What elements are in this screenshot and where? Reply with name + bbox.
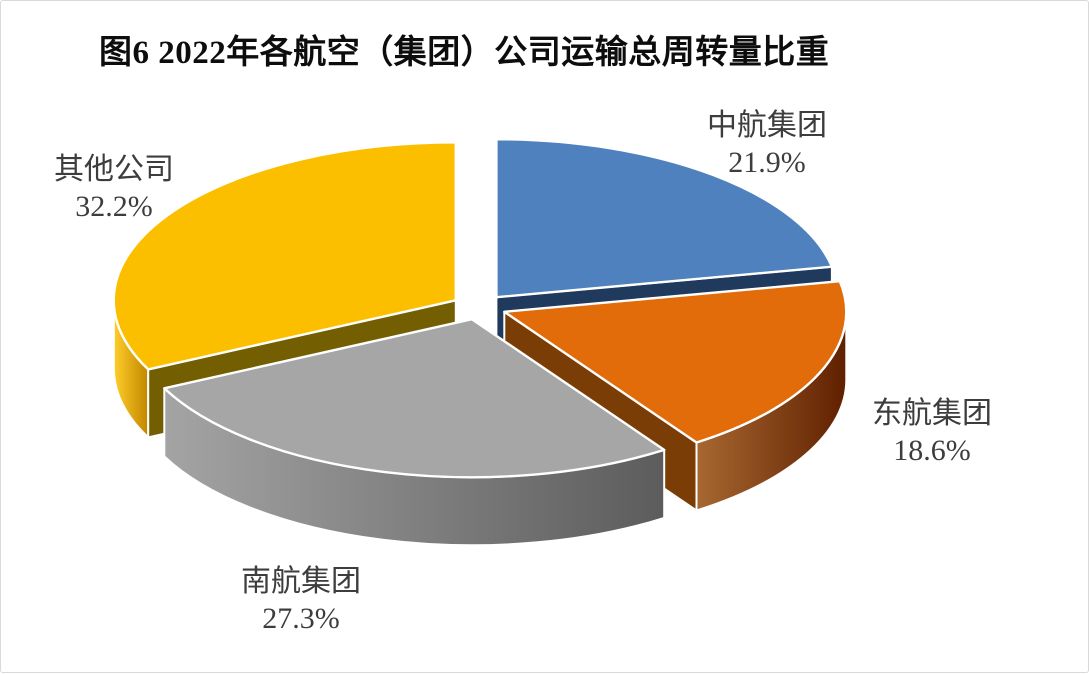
pie-slice-2 [163, 318, 666, 547]
slice-label-pct: 18.6% [893, 434, 971, 468]
slice-label-qita: 其他公司 32.2% [0, 151, 239, 225]
slice-label-name: 其他公司 [54, 153, 174, 186]
slice-label-name: 南航集团 [241, 565, 361, 598]
slice-label-name: 东航集团 [872, 397, 992, 430]
slice-label-donghang: 东航集团 18.6% [807, 395, 1057, 469]
slice-label-pct: 27.3% [262, 602, 340, 636]
chart-title: 图6 2022年各航空（集团）公司运输总周转量比重 [99, 35, 830, 71]
slice-label-nanhang: 南航集团 27.3% [176, 563, 426, 637]
slice-label-name: 中航集团 [707, 109, 827, 142]
slice-label-pct: 21.9% [728, 146, 806, 180]
slice-label-zhonghang: 中航集团 21.9% [642, 107, 892, 181]
slice-label-pct: 32.2% [75, 190, 153, 224]
